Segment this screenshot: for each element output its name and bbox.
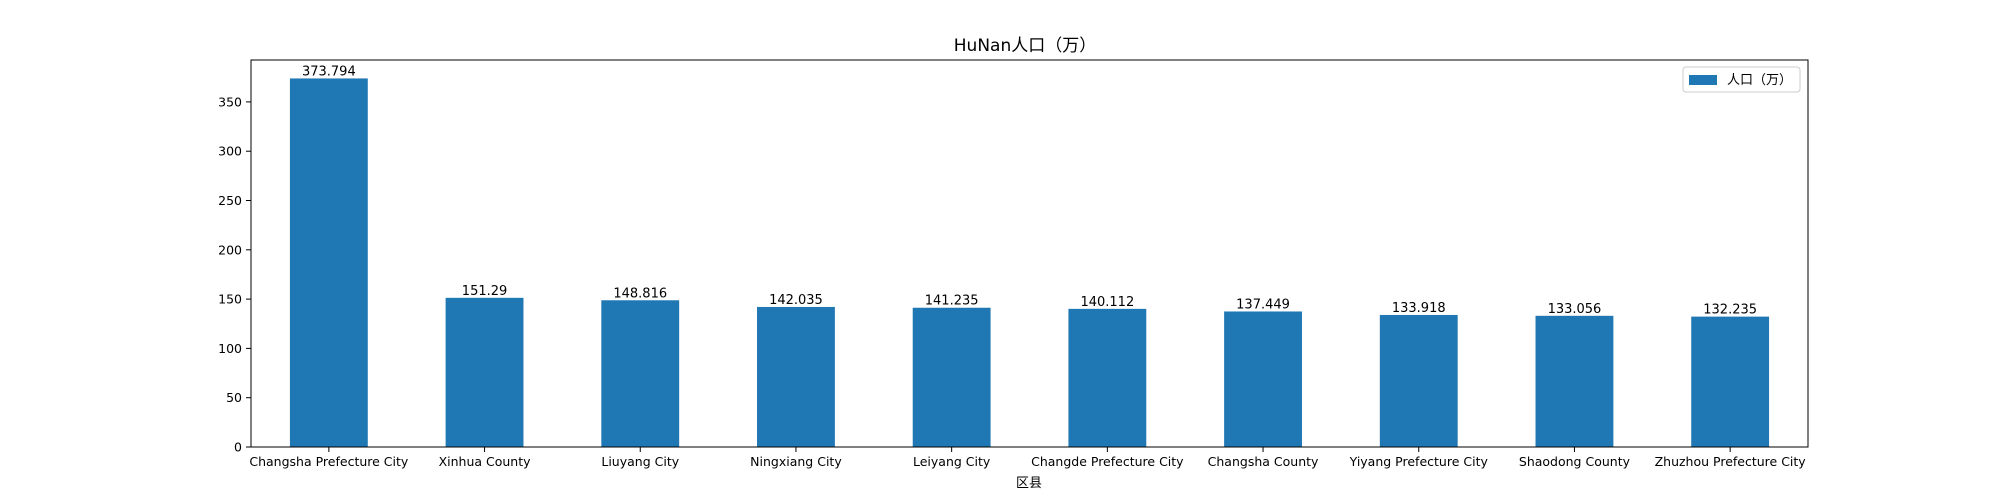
- bar-value-label: 137.449: [1236, 297, 1290, 312]
- bar-value-label: 373.794: [302, 64, 356, 79]
- x-tick-label: Ningxiang City: [750, 454, 842, 469]
- bar-value-label: 141.235: [925, 294, 979, 309]
- x-tick-label: Shaodong County: [1519, 454, 1631, 469]
- bar: [289, 78, 368, 447]
- y-tick-label: 150: [218, 292, 242, 307]
- legend-swatch: [1689, 75, 1717, 85]
- bar-value-label: 132.235: [1703, 303, 1757, 318]
- x-tick-label: Zhuzhou Prefecture City: [1655, 454, 1807, 469]
- y-tick-label: 300: [218, 144, 242, 159]
- bar: [1224, 311, 1302, 447]
- y-tick-label: 200: [218, 242, 242, 257]
- chart-title: HuNan人口（万）: [954, 36, 1096, 56]
- bar: [912, 307, 991, 447]
- legend: 人口（万）: [1682, 66, 1801, 93]
- x-axis-label: 区县: [1016, 476, 1042, 491]
- plot-area: 0 50 100 150 200 250 300 350 Changsha Prefecture…: [218, 64, 1806, 469]
- bar-value-label: 140.112: [1080, 295, 1134, 310]
- bar-value-label: 133.056: [1548, 302, 1602, 317]
- bar-value-label: 133.918: [1392, 301, 1446, 316]
- bar: [1691, 316, 1770, 447]
- x-tick-label: Yiyang Prefecture City: [1349, 454, 1489, 469]
- bar: [601, 300, 680, 447]
- bar-value-label: 151.29: [462, 284, 508, 299]
- x-tick-label: Leiyang City: [913, 454, 991, 469]
- x-tick-label: Changsha County: [1208, 454, 1319, 469]
- bar: [757, 306, 835, 447]
- x-tick-label: Changde Prefecture City: [1031, 454, 1184, 469]
- legend-label: 人口（万）: [1727, 73, 1792, 88]
- bar: [1068, 308, 1147, 447]
- y-tick-label: 50: [226, 390, 242, 405]
- y-tick-label: 250: [218, 193, 242, 208]
- x-tick-label: Changsha Prefecture City: [249, 454, 409, 469]
- bar: [1379, 314, 1458, 447]
- bar: [445, 297, 524, 447]
- x-tick-label: Liuyang City: [601, 454, 679, 469]
- bar-value-label: 148.816: [613, 286, 667, 301]
- legend-box: [1682, 66, 1801, 93]
- plot-frame: [250, 59, 1809, 448]
- y-tick-label: 100: [218, 341, 242, 356]
- y-tick-label: 0: [234, 440, 242, 455]
- y-tick-label: 350: [218, 94, 242, 109]
- bar: [1535, 315, 1614, 447]
- x-tick-label: Xinhua County: [439, 454, 532, 469]
- bar-value-label: 142.035: [769, 293, 823, 308]
